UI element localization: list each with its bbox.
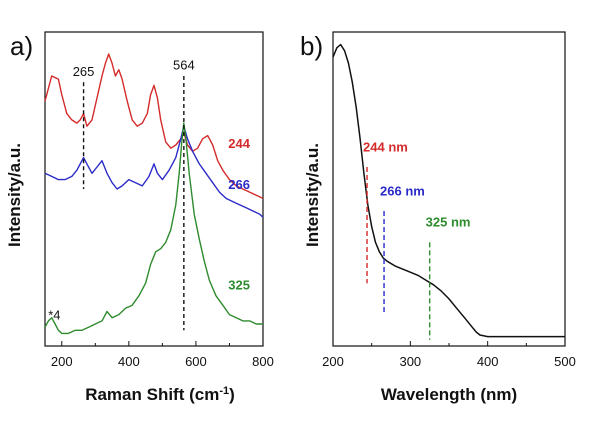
panel-b-xlabel: Wavelength (nm) bbox=[381, 385, 517, 404]
panel-b-absorption-curve bbox=[332, 43, 565, 338]
panel-b-label: b) bbox=[300, 31, 323, 61]
panel-a-series-244 bbox=[44, 53, 264, 200]
panel-a-frame bbox=[44, 31, 264, 347]
panel-b-marker-label-266: 266 nm bbox=[380, 183, 425, 198]
panel-a-annotation: *4 bbox=[48, 307, 60, 322]
panel-a: a) Intensity/a.u. Raman Shift (cm-1) 200… bbox=[5, 31, 274, 404]
panel-b-marker-label-244: 244 nm bbox=[363, 139, 408, 154]
panel-b-marker-label-325: 325 nm bbox=[426, 215, 471, 230]
panel-a-ylabel: Intensity/a.u. bbox=[5, 143, 24, 247]
panel-b: b) Intensity/a.u. Wavelength (nm) 200 300… bbox=[300, 31, 576, 404]
panel-a-series-label-325: 325 bbox=[228, 277, 250, 292]
panel-a-xlabel-main: Raman Shift (cm bbox=[85, 385, 219, 404]
panel-a-xlabel-close: ) bbox=[229, 385, 235, 404]
panel-b-xtick-label: 500 bbox=[554, 354, 576, 369]
panel-b-xtick-label: 200 bbox=[322, 354, 344, 369]
panel-a-peak-label-564: 564 bbox=[173, 58, 195, 73]
panel-a-xlabel-sup: -1 bbox=[219, 385, 229, 397]
panel-a-label: a) bbox=[10, 31, 33, 61]
panel-b-ylabel: Intensity/a.u. bbox=[303, 143, 322, 247]
panel-a-series-266 bbox=[44, 125, 264, 218]
panel-a-xtick-label: 200 bbox=[51, 354, 73, 369]
panel-a-xlabel: Raman Shift (cm-1) bbox=[85, 385, 235, 404]
panel-a-xtick-label: 600 bbox=[185, 354, 207, 369]
panel-a-xtick-label: 800 bbox=[252, 354, 274, 369]
panel-a-series-325 bbox=[44, 122, 263, 335]
panel-a-series-label-266: 266 bbox=[228, 177, 250, 192]
panel-b-xtick-label: 300 bbox=[399, 354, 421, 369]
panel-a-peak-label-265: 265 bbox=[73, 64, 95, 79]
panel-a-series-label-244: 244 bbox=[228, 136, 250, 151]
panel-a-xtick-label: 400 bbox=[118, 354, 140, 369]
panel-b-xtick-label: 400 bbox=[477, 354, 499, 369]
